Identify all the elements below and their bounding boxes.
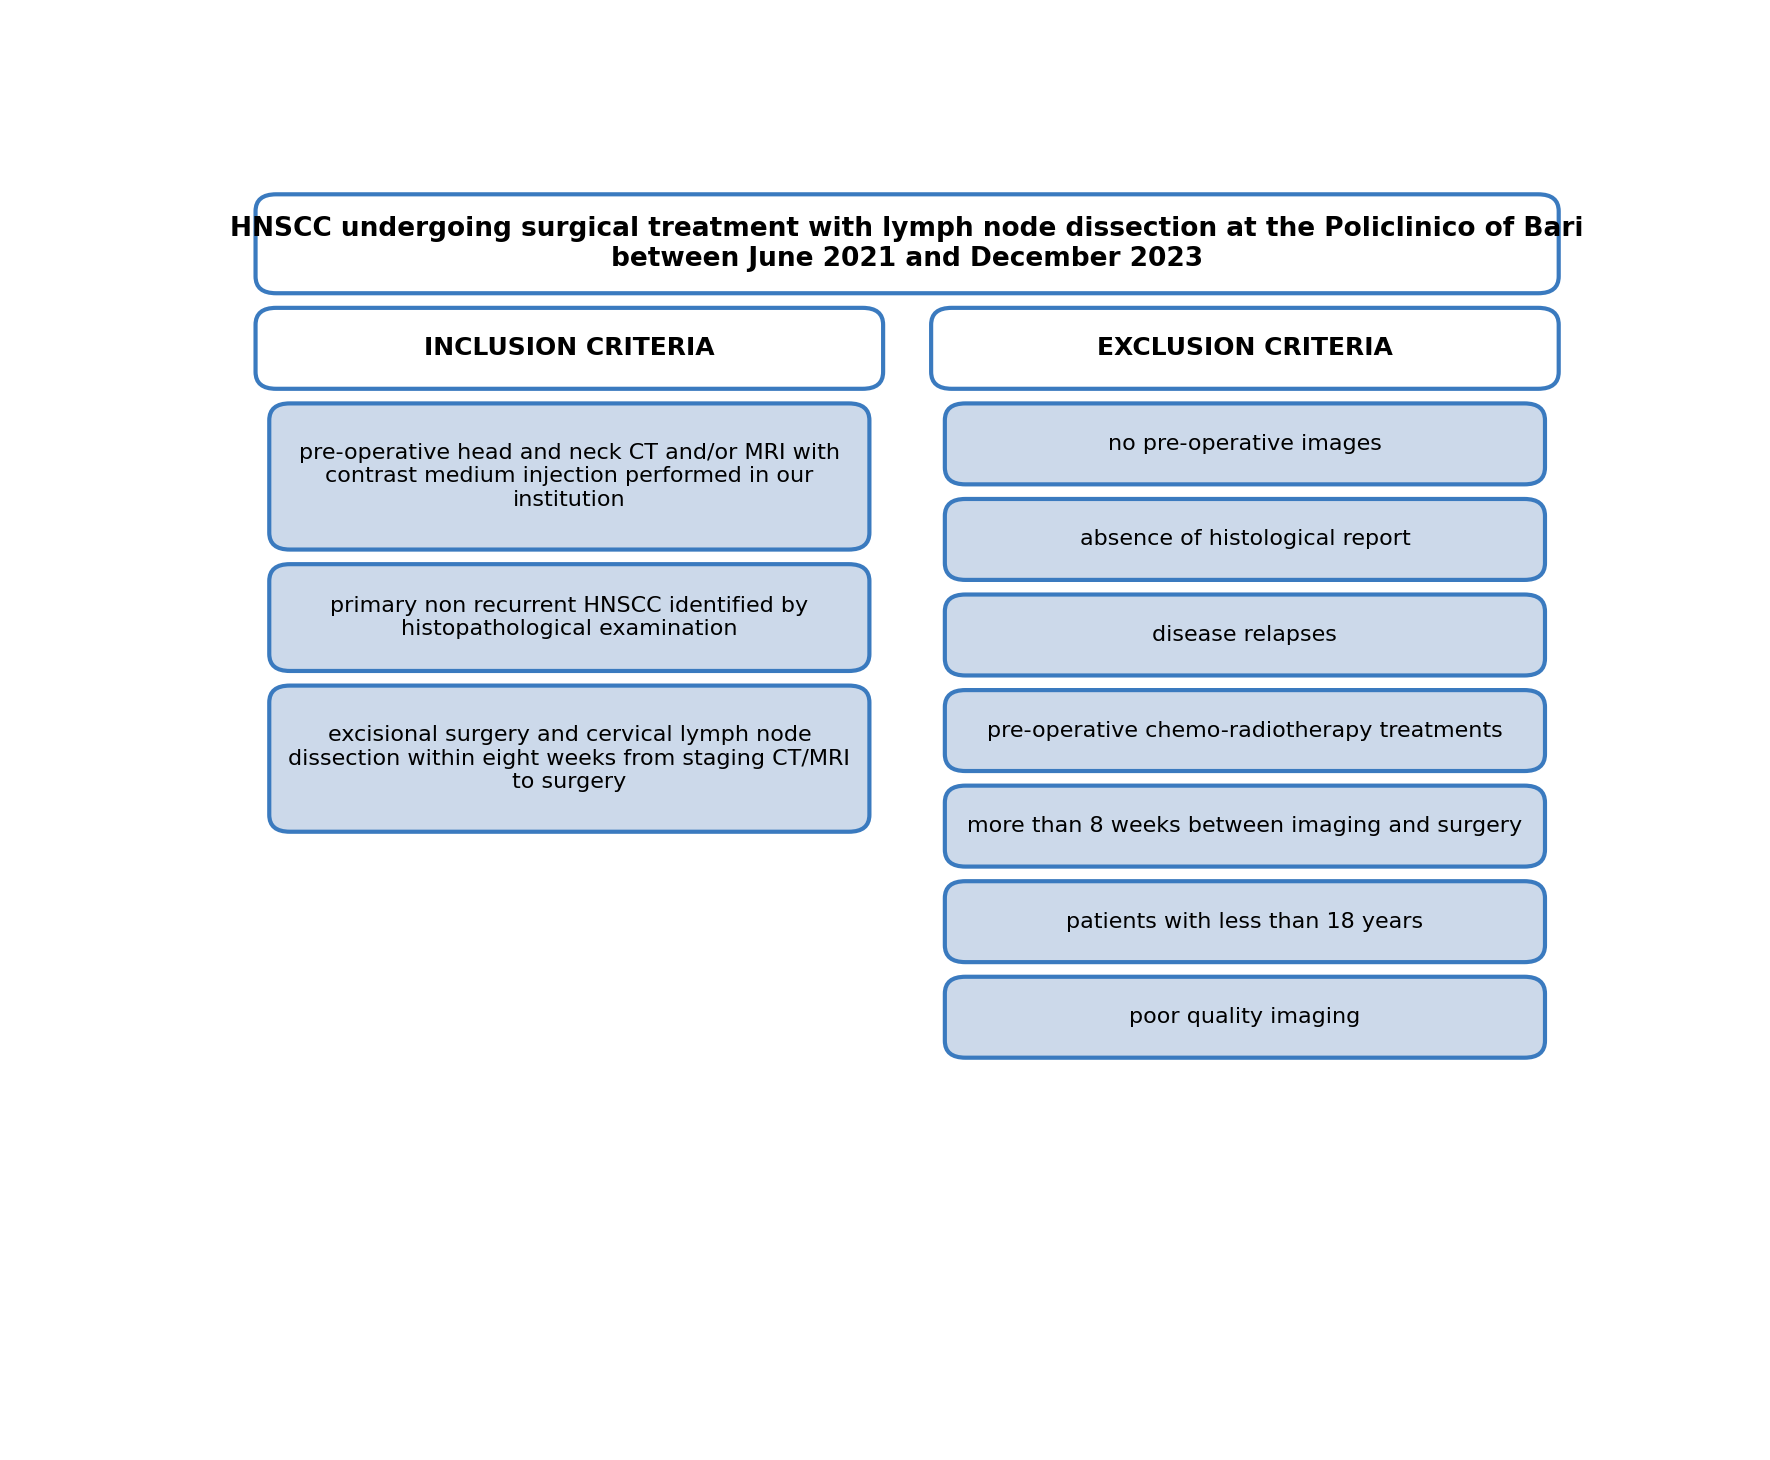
Text: poor quality imaging: poor quality imaging <box>1129 1007 1361 1028</box>
FancyBboxPatch shape <box>945 977 1545 1057</box>
FancyBboxPatch shape <box>945 785 1545 867</box>
FancyBboxPatch shape <box>931 308 1559 388</box>
Text: more than 8 weeks between imaging and surgery: more than 8 weeks between imaging and su… <box>968 816 1522 837</box>
FancyBboxPatch shape <box>269 564 869 672</box>
FancyBboxPatch shape <box>945 499 1545 580</box>
Text: no pre-operative images: no pre-operative images <box>1108 434 1382 454</box>
FancyBboxPatch shape <box>255 194 1559 293</box>
Text: primary non recurrent HNSCC identified by
histopathological examination: primary non recurrent HNSCC identified b… <box>331 596 809 639</box>
FancyBboxPatch shape <box>945 403 1545 485</box>
Text: excisional surgery and cervical lymph node
dissection within eight weeks from st: excisional surgery and cervical lymph no… <box>289 726 850 791</box>
Text: EXCLUSION CRITERIA: EXCLUSION CRITERIA <box>1097 336 1393 361</box>
Text: INCLUSION CRITERIA: INCLUSION CRITERIA <box>425 336 715 361</box>
Text: pre-operative chemo-radiotherapy treatments: pre-operative chemo-radiotherapy treatme… <box>988 721 1503 740</box>
FancyBboxPatch shape <box>945 594 1545 676</box>
FancyBboxPatch shape <box>945 882 1545 962</box>
Text: disease relapses: disease relapses <box>1152 625 1338 645</box>
Text: HNSCC undergoing surgical treatment with lymph node dissection at the Policlinic: HNSCC undergoing surgical treatment with… <box>230 216 1584 272</box>
Text: patients with less than 18 years: patients with less than 18 years <box>1066 911 1423 931</box>
FancyBboxPatch shape <box>269 403 869 549</box>
FancyBboxPatch shape <box>255 308 883 388</box>
Text: pre-operative head and neck CT and/or MRI with
contrast medium injection perform: pre-operative head and neck CT and/or MR… <box>299 444 839 510</box>
FancyBboxPatch shape <box>945 691 1545 771</box>
Text: absence of histological report: absence of histological report <box>1080 530 1411 549</box>
FancyBboxPatch shape <box>269 686 869 832</box>
